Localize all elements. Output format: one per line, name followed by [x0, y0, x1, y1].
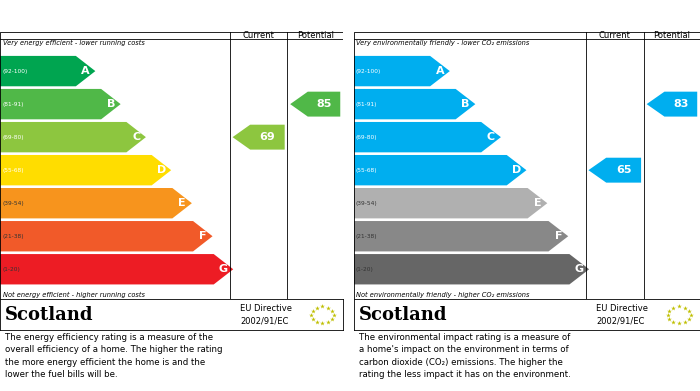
Text: 83: 83	[673, 99, 689, 109]
Text: Energy Efficiency Rating: Energy Efficiency Rating	[5, 9, 167, 23]
Text: D: D	[512, 165, 522, 175]
Text: C: C	[487, 132, 495, 142]
Polygon shape	[354, 155, 526, 185]
Polygon shape	[354, 188, 547, 219]
Text: (21-38): (21-38)	[2, 234, 24, 239]
Text: (39-54): (39-54)	[2, 201, 24, 206]
Text: (92-100): (92-100)	[356, 68, 381, 74]
Text: EU Directive
2002/91/EC: EU Directive 2002/91/EC	[596, 304, 648, 325]
Text: Potential: Potential	[653, 31, 690, 40]
Polygon shape	[290, 91, 340, 117]
Polygon shape	[354, 89, 475, 119]
Polygon shape	[354, 122, 501, 152]
Text: Not environmentally friendly - higher CO₂ emissions: Not environmentally friendly - higher CO…	[356, 292, 530, 298]
Polygon shape	[0, 188, 192, 219]
Polygon shape	[0, 122, 146, 152]
Text: (55-68): (55-68)	[356, 168, 377, 173]
Text: F: F	[199, 231, 206, 241]
Text: E: E	[533, 198, 541, 208]
Polygon shape	[0, 89, 120, 119]
Text: (21-38): (21-38)	[356, 234, 377, 239]
Text: 69: 69	[260, 132, 275, 142]
Text: (81-91): (81-91)	[2, 102, 24, 107]
Text: G: G	[219, 264, 228, 274]
Text: F: F	[554, 231, 562, 241]
Text: 85: 85	[316, 99, 332, 109]
Polygon shape	[0, 254, 233, 284]
Polygon shape	[354, 56, 450, 86]
Text: (39-54): (39-54)	[356, 201, 377, 206]
Text: (55-68): (55-68)	[2, 168, 24, 173]
Text: (1-20): (1-20)	[2, 267, 20, 272]
Text: The environmental impact rating is a measure of
a home's impact on the environme: The environmental impact rating is a mea…	[358, 333, 570, 379]
Text: B: B	[106, 99, 115, 109]
Text: B: B	[461, 99, 470, 109]
Text: A: A	[81, 66, 90, 76]
Polygon shape	[0, 221, 213, 251]
Text: Current: Current	[598, 31, 631, 40]
Text: G: G	[575, 264, 584, 274]
Text: A: A	[435, 66, 444, 76]
Text: C: C	[132, 132, 140, 142]
Text: Scotland: Scotland	[5, 306, 94, 324]
Polygon shape	[232, 125, 285, 150]
Text: E: E	[178, 198, 186, 208]
Text: (92-100): (92-100)	[2, 68, 27, 74]
Text: Very environmentally friendly - lower CO₂ emissions: Very environmentally friendly - lower CO…	[356, 40, 530, 46]
Text: Current: Current	[243, 31, 274, 40]
Polygon shape	[589, 158, 641, 183]
Text: 65: 65	[616, 165, 631, 175]
Text: Very energy efficient - lower running costs: Very energy efficient - lower running co…	[3, 40, 145, 46]
Text: EU Directive
2002/91/EC: EU Directive 2002/91/EC	[240, 304, 292, 325]
Text: (69-80): (69-80)	[2, 135, 24, 140]
Text: (1-20): (1-20)	[356, 267, 374, 272]
Polygon shape	[354, 221, 568, 251]
Polygon shape	[647, 91, 697, 117]
Text: D: D	[157, 165, 166, 175]
Text: Environmental Impact (CO₂) Rating: Environmental Impact (CO₂) Rating	[358, 9, 591, 23]
Polygon shape	[0, 155, 172, 185]
Text: (69-80): (69-80)	[356, 135, 377, 140]
Text: (81-91): (81-91)	[356, 102, 377, 107]
Text: Potential: Potential	[297, 31, 334, 40]
Text: The energy efficiency rating is a measure of the
overall efficiency of a home. T: The energy efficiency rating is a measur…	[5, 333, 223, 379]
Text: Not energy efficient - higher running costs: Not energy efficient - higher running co…	[3, 292, 145, 298]
Polygon shape	[0, 56, 95, 86]
Text: Scotland: Scotland	[358, 306, 447, 324]
Polygon shape	[354, 254, 589, 284]
